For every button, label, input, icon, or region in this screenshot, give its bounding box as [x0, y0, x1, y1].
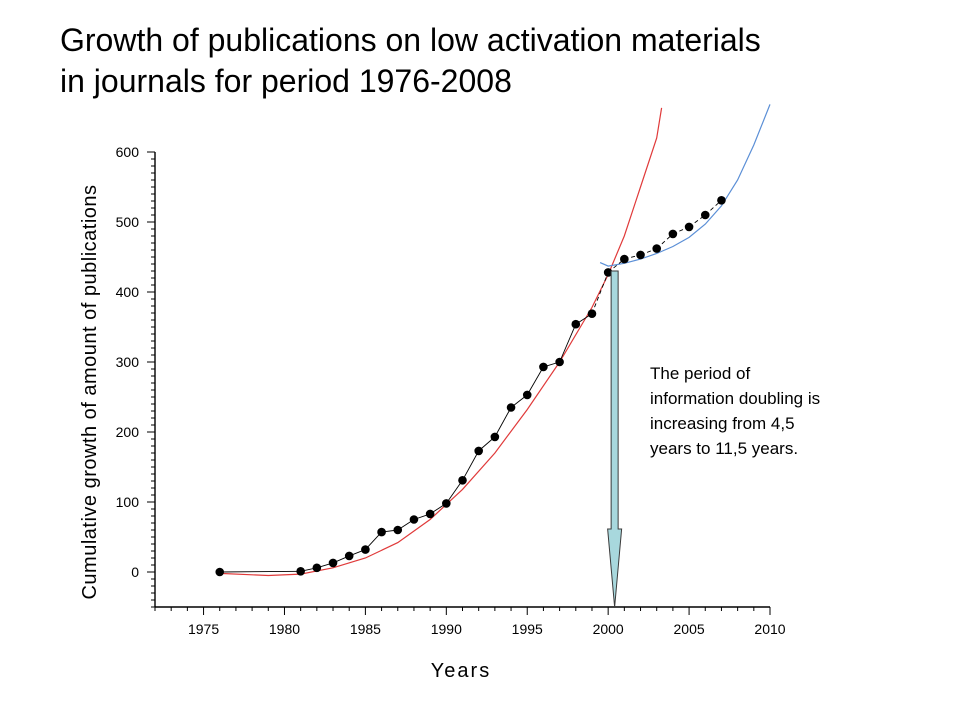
data-point [425, 509, 435, 519]
series-segment [591, 272, 609, 314]
data-point [296, 567, 305, 576]
y-tick-label: 0 [131, 564, 139, 580]
data-point [555, 357, 564, 367]
data-series [215, 196, 726, 577]
y-tick-label: 100 [116, 494, 140, 510]
x-tick-label: 1985 [350, 621, 381, 637]
data-point [442, 499, 451, 508]
data-point [377, 527, 386, 537]
doubling-arrow [607, 270, 623, 608]
x-tick-label: 2005 [674, 621, 705, 637]
data-point [684, 222, 694, 232]
data-point [393, 525, 403, 535]
data-point [587, 309, 597, 319]
data-point [506, 403, 516, 412]
data-point [312, 563, 322, 573]
x-tick-label: 1980 [269, 621, 300, 637]
y-tick-label: 300 [116, 354, 140, 370]
series-segment [445, 480, 463, 504]
data-point [522, 390, 532, 400]
y-tick-label: 600 [116, 144, 140, 160]
data-point [571, 319, 581, 329]
series-segment [559, 324, 577, 363]
data-point [717, 196, 726, 205]
fit-curve-2 [599, 104, 771, 267]
y-axis-label: Cumulative growth of amount of publicati… [79, 184, 101, 599]
y-tick-label: 400 [116, 284, 140, 300]
fit-curve-1 [219, 107, 663, 577]
data-point [668, 229, 678, 239]
page-title: Growth of publications on low activation… [60, 20, 920, 102]
annotation-line-1: The period of [650, 364, 751, 383]
data-point [490, 432, 500, 442]
series-segment [494, 407, 512, 438]
data-point [328, 558, 338, 568]
x-axis-label: Years [431, 660, 491, 682]
doubling-annotation: The period of information doubling is in… [650, 361, 900, 461]
series-segment [526, 366, 544, 396]
data-point [344, 551, 354, 561]
axes: 0 100 200 300 400 500 600 1975 1980 1985 1990 1995 2… [116, 144, 786, 637]
data-point [474, 446, 483, 456]
arrow-shape [607, 270, 623, 608]
data-point [361, 545, 370, 554]
data-point [620, 254, 629, 264]
data-point [409, 515, 419, 524]
y-tick-label: 500 [116, 214, 140, 230]
annotation-line-4: years to 11,5 years. [650, 439, 799, 458]
y-tick-label: 200 [116, 424, 140, 440]
fit-curves [219, 104, 771, 577]
x-tick-label: 1990 [431, 621, 462, 637]
data-point [603, 268, 613, 277]
x-tick-label: 2000 [593, 621, 624, 637]
annotation-line-3: increasing from 4,5 [650, 414, 795, 433]
annotation-line-2: information doubling is [650, 389, 821, 408]
x-tick-label: 1975 [188, 621, 219, 637]
title-line-2: in journals for period 1976-2008 [60, 63, 512, 99]
series-segment [462, 450, 480, 481]
title-line-1: Growth of publications on low activation… [60, 22, 761, 58]
x-tick-label: 1995 [512, 621, 543, 637]
data-point [539, 362, 548, 372]
data-point [458, 476, 467, 485]
data-point [652, 244, 662, 253]
data-point [700, 210, 710, 220]
data-point [636, 250, 645, 260]
x-tick-label: 2010 [754, 621, 785, 637]
data-point [215, 567, 225, 577]
series-segment [219, 570, 301, 573]
